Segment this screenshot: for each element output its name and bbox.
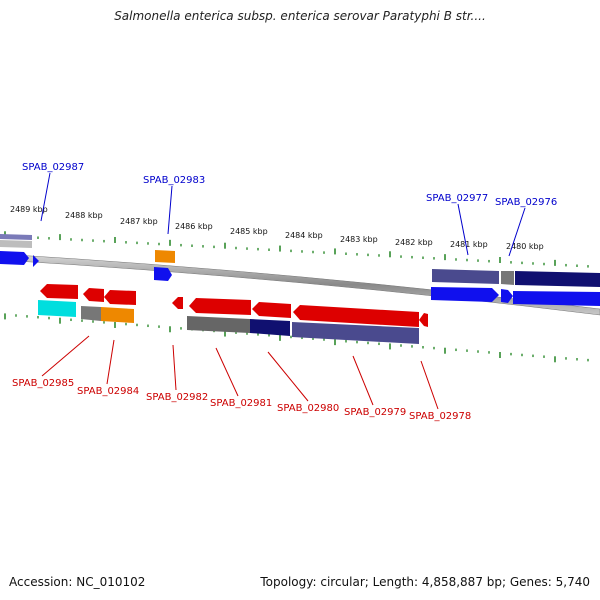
genome-backbone xyxy=(0,253,600,316)
accession-info: Accession: NC_010102 xyxy=(9,575,146,589)
gene-feature[interactable] xyxy=(154,267,172,281)
reverse-strand-genes xyxy=(38,284,428,344)
scale-label-2487: 2487 kbp xyxy=(120,217,158,226)
scale-label-2481: 2481 kbp xyxy=(450,240,488,249)
gene-feature[interactable] xyxy=(81,306,101,321)
gene-label[interactable]: SPAB_02981 xyxy=(210,398,272,409)
gene-feature[interactable] xyxy=(513,291,600,306)
gene-feature[interactable] xyxy=(155,250,175,263)
gene-feature[interactable] xyxy=(189,298,251,315)
forward-gene-labels: SPAB_02987 SPAB_02983 SPAB_02977 SPAB_02… xyxy=(22,162,557,208)
scale-label-2480: 2480 kbp xyxy=(506,242,544,251)
gene-label[interactable]: SPAB_02984 xyxy=(77,386,139,397)
gene-label[interactable]: SPAB_02985 xyxy=(12,378,74,389)
gene-feature[interactable] xyxy=(515,271,600,287)
scale-label-2483: 2483 kbp xyxy=(340,235,378,244)
gene-feature[interactable] xyxy=(83,288,104,302)
gene-feature[interactable] xyxy=(293,305,419,327)
scale-label-2484: 2484 kbp xyxy=(285,231,323,240)
gene-label[interactable]: SPAB_02982 xyxy=(146,392,208,403)
scale-label-2485: 2485 kbp xyxy=(230,227,268,236)
gene-feature[interactable] xyxy=(40,284,78,299)
map-title: Salmonella enterica subsp. enterica sero… xyxy=(114,9,486,23)
gene-feature[interactable] xyxy=(432,269,499,284)
gene-label[interactable]: SPAB_02978 xyxy=(409,411,471,422)
gene-label[interactable]: SPAB_02980 xyxy=(277,403,339,414)
gene-label[interactable]: SPAB_02977 xyxy=(426,193,488,204)
scale-label-2489: 2489 kbp xyxy=(10,205,48,214)
gene-feature[interactable] xyxy=(419,313,428,327)
gene-feature[interactable] xyxy=(187,316,250,333)
gene-feature[interactable] xyxy=(0,240,32,248)
forward-strand-genes xyxy=(0,234,600,306)
genome-summary: Topology: circular; Length: 4,858,887 bp… xyxy=(260,575,590,589)
gene-label[interactable]: SPAB_02976 xyxy=(495,197,557,208)
gene-label[interactable]: SPAB_02983 xyxy=(143,175,205,186)
scale-label-2488: 2488 kbp xyxy=(65,211,103,220)
gene-feature[interactable] xyxy=(431,287,499,302)
gene-feature[interactable] xyxy=(252,302,291,318)
scale-labels: 2489 kbp 2488 kbp 2487 kbp 2486 kbp 2485… xyxy=(10,205,544,251)
gene-feature[interactable] xyxy=(292,322,419,344)
gene-label[interactable]: SPAB_02979 xyxy=(344,407,406,418)
gene-feature[interactable] xyxy=(0,234,32,240)
gene-feature[interactable] xyxy=(101,307,134,323)
gene-feature[interactable] xyxy=(104,290,136,305)
gene-feature[interactable] xyxy=(33,255,39,267)
tick-marks-bottom xyxy=(4,313,589,363)
label-leader-lines xyxy=(40,172,526,410)
gene-feature[interactable] xyxy=(38,300,76,317)
scale-label-2486: 2486 kbp xyxy=(175,222,213,231)
reverse-gene-labels: SPAB_02985 SPAB_02984 SPAB_02982 SPAB_02… xyxy=(12,378,471,422)
gene-feature[interactable] xyxy=(501,289,513,303)
scale-label-2482: 2482 kbp xyxy=(395,238,433,247)
gene-label[interactable]: SPAB_02987 xyxy=(22,162,84,173)
gene-feature[interactable] xyxy=(0,251,29,265)
gene-feature[interactable] xyxy=(501,271,514,285)
gene-feature[interactable] xyxy=(172,297,183,309)
gene-feature[interactable] xyxy=(250,319,290,336)
